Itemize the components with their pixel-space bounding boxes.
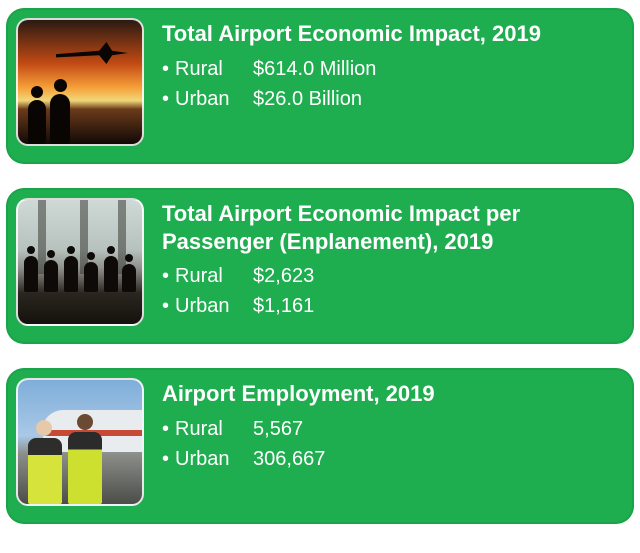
stat-row: • Urban $26.0 Billion (162, 84, 541, 114)
info-card-economic-impact: Total Airport Economic Impact, 2019 • Ru… (6, 8, 634, 164)
stat-label: Urban (175, 444, 253, 474)
card-content: Total Airport Economic Impact per Passen… (162, 198, 618, 321)
stat-row: • Rural $614.0 Million (162, 54, 541, 84)
stat-label: Urban (175, 291, 253, 321)
thumbnail-airplane-sunset (16, 18, 144, 146)
stat-value: $614.0 Million (253, 54, 376, 84)
stat-value: $1,161 (253, 291, 314, 321)
card-title: Total Airport Economic Impact per Passen… (162, 200, 618, 255)
stat-value: 306,667 (253, 444, 325, 474)
info-card-impact-per-passenger: Total Airport Economic Impact per Passen… (6, 188, 634, 344)
info-card-employment: Airport Employment, 2019 • Rural 5,567 •… (6, 368, 634, 524)
bullet-icon: • (162, 444, 169, 474)
bullet-icon: • (162, 291, 169, 321)
stat-row: • Urban $1,161 (162, 291, 618, 321)
stat-label: Rural (175, 261, 253, 291)
card-content: Airport Employment, 2019 • Rural 5,567 •… (162, 378, 435, 474)
card-title: Total Airport Economic Impact, 2019 (162, 20, 541, 48)
stat-value: $2,623 (253, 261, 314, 291)
stat-row: • Urban 306,667 (162, 444, 435, 474)
stat-label: Urban (175, 84, 253, 114)
stat-row: • Rural $2,623 (162, 261, 618, 291)
stat-label: Rural (175, 54, 253, 84)
bullet-icon: • (162, 84, 169, 114)
thumbnail-terminal-silhouettes (16, 198, 144, 326)
bullet-icon: • (162, 261, 169, 291)
bullet-icon: • (162, 54, 169, 84)
stat-value: 5,567 (253, 414, 303, 444)
stat-row: • Rural 5,567 (162, 414, 435, 444)
card-title: Airport Employment, 2019 (162, 380, 435, 408)
stat-label: Rural (175, 414, 253, 444)
card-content: Total Airport Economic Impact, 2019 • Ru… (162, 18, 541, 114)
thumbnail-airport-workers (16, 378, 144, 506)
stat-value: $26.0 Billion (253, 84, 362, 114)
bullet-icon: • (162, 414, 169, 444)
